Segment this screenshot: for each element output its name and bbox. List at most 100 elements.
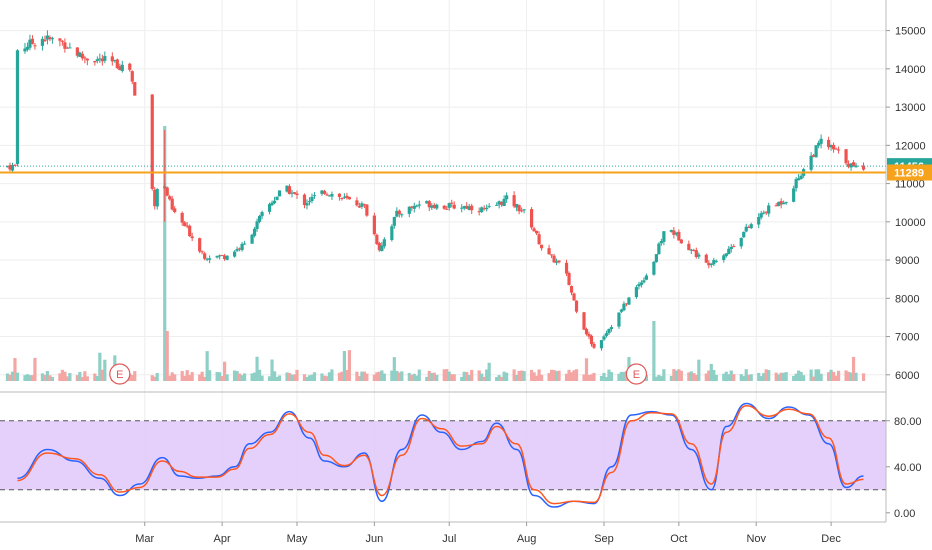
candle-body[interactable] [817,142,821,146]
candle-body[interactable] [327,195,332,197]
candle-body[interactable] [250,234,254,244]
candle-body[interactable] [657,243,661,255]
candle-body[interactable] [622,303,626,311]
candle-body[interactable] [430,205,434,208]
candle-body[interactable] [80,53,84,59]
candle-body[interactable] [100,58,104,62]
candle-body[interactable] [58,38,62,41]
candle-body[interactable] [78,52,82,57]
candle-body[interactable] [742,231,746,238]
candle-body[interactable] [662,231,666,242]
stochastic-k-line[interactable] [17,402,864,508]
candle-body[interactable] [43,39,47,42]
candle-body[interactable] [320,190,324,194]
candle-body[interactable] [732,245,736,247]
candle-body[interactable] [98,58,102,60]
candle-body[interactable] [400,214,404,216]
candle-body[interactable] [325,194,329,196]
candle-body[interactable] [450,202,454,204]
candle-body[interactable] [417,204,421,206]
candle-body[interactable] [362,204,366,206]
candle-body[interactable] [557,260,561,263]
candle-body[interactable] [724,253,728,257]
candle-body[interactable] [505,195,509,200]
candle-body[interactable] [205,258,209,260]
candle-body[interactable] [33,45,37,47]
candle-body[interactable] [759,213,763,218]
candle-body[interactable] [113,60,117,62]
earnings-marker[interactable]: E [625,363,648,385]
candle-body[interactable] [467,206,471,210]
candle-body[interactable] [357,206,361,208]
candle-body[interactable] [602,336,606,340]
candle-body[interactable] [634,287,639,298]
candle-body[interactable] [412,205,416,209]
candle-body[interactable] [223,255,227,260]
candle-body[interactable] [305,203,309,206]
candle-body[interactable] [10,164,15,171]
candle-body[interactable] [704,254,708,263]
candle-body[interactable] [709,263,713,265]
candle-body[interactable] [337,193,342,197]
candle-body[interactable] [415,205,419,207]
candle-body[interactable] [28,39,32,48]
candle-body[interactable] [302,194,307,206]
candle-body[interactable] [345,195,349,198]
candle-body[interactable] [190,236,194,239]
candle-body[interactable] [290,192,294,194]
candle-body[interactable] [208,258,212,260]
candle-body[interactable] [322,190,327,194]
candle-body[interactable] [432,204,436,208]
stochastic-d-line[interactable] [17,405,864,505]
candle-body[interactable] [427,201,431,208]
candle-body[interactable] [574,300,579,312]
candle-body[interactable] [567,272,571,286]
candle-body[interactable] [497,201,501,205]
candle-body[interactable] [153,189,157,207]
candle-body[interactable] [834,148,838,150]
candle-body[interactable] [425,201,429,204]
candle-body[interactable] [515,204,519,208]
candle-body[interactable] [689,249,693,251]
candle-body[interactable] [762,212,766,214]
candle-body[interactable] [739,237,743,247]
candle-body[interactable] [654,254,658,263]
candle-body[interactable] [831,144,836,150]
candle-body[interactable] [652,261,656,275]
price-candles[interactable] [5,30,866,351]
candle-body[interactable] [617,312,621,327]
candle-body[interactable] [619,309,624,312]
candle-body[interactable] [592,343,596,348]
candle-body[interactable] [764,211,768,213]
candle-body[interactable] [75,47,79,56]
candle-body[interactable] [252,228,257,236]
candle-body[interactable] [40,38,45,46]
price-axis[interactable]: 6000 7000 8000 9000 10000 11000 12000 13000 1400… [886,26,926,382]
candle-body[interactable] [549,254,554,256]
candle-body[interactable] [861,165,866,170]
candle-body[interactable] [609,327,614,330]
candle-body[interactable] [267,204,272,212]
candle-body[interactable] [237,248,242,250]
candle-body[interactable] [677,231,681,241]
candle-body[interactable] [198,238,202,252]
candle-body[interactable] [687,243,691,251]
candle-body[interactable] [347,196,352,200]
candle-body[interactable] [180,212,184,223]
candle-body[interactable] [799,175,803,179]
candle-body[interactable] [829,144,833,148]
candle-body[interactable] [93,61,97,63]
candle-body[interactable] [445,208,449,210]
candle-body[interactable] [115,59,119,68]
candle-body[interactable] [173,208,177,213]
candle-body[interactable] [185,225,189,227]
candle-body[interactable] [537,234,541,245]
candle-body[interactable] [128,63,132,70]
candle-body[interactable] [377,243,381,251]
candle-body[interactable] [697,254,701,257]
candle-body[interactable] [722,255,726,260]
earnings-icon[interactable] [625,363,648,385]
time-axis[interactable]: Mar Apr May Jun Jul Aug Sep Oct Nov Dec [135,522,841,545]
stochastic-axis[interactable]: 0.00 40.00 80.00 [886,416,922,520]
candle-body[interactable] [854,165,858,168]
